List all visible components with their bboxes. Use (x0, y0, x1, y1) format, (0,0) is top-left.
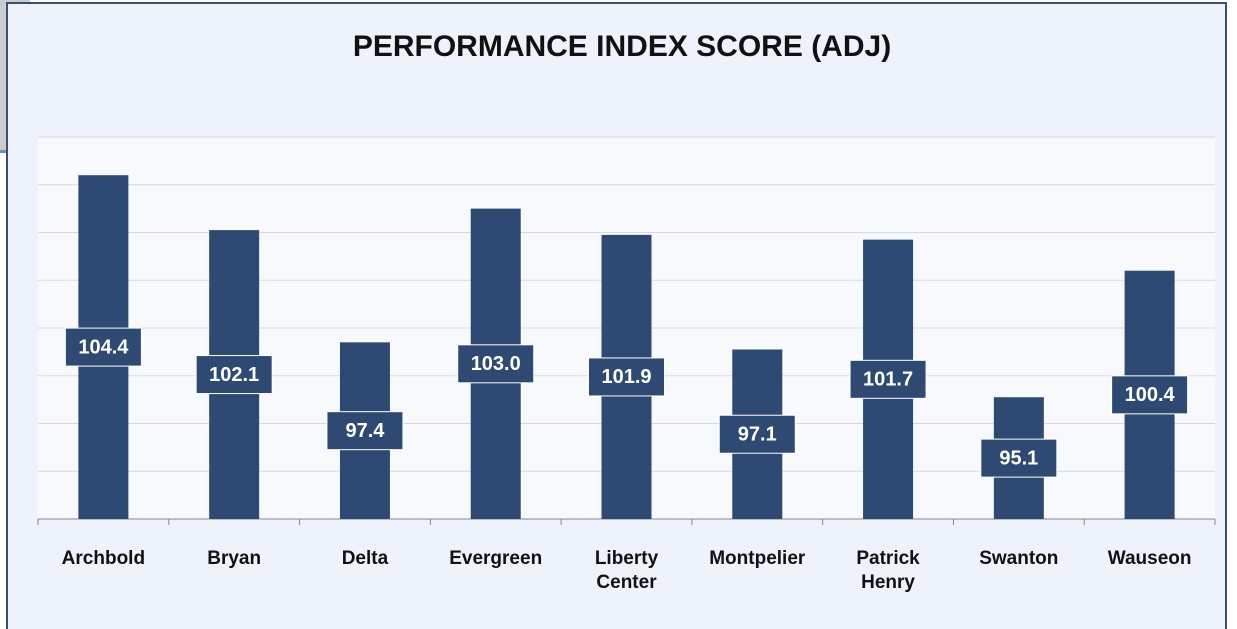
data-label: 104.4 (78, 336, 129, 358)
x-tick-label: Delta (341, 548, 389, 569)
data-label: 101.9 (601, 366, 651, 388)
x-tick-label: Patrick Henry (856, 548, 920, 593)
data-label-box (849, 359, 927, 399)
x-tick-label: Evergreen (449, 548, 543, 569)
data-label-box (326, 411, 404, 451)
data-label-box (195, 355, 273, 395)
data-label: 97.4 (345, 420, 385, 442)
data-label-box (1111, 375, 1189, 415)
data-label: 95.1 (999, 447, 1038, 469)
data-label-box (588, 357, 665, 397)
x-tick-label: Montpelier (709, 548, 806, 569)
x-tick-label: Archbold (61, 548, 146, 569)
x-tick-label: Bryan (207, 548, 262, 569)
data-label-box (980, 438, 1058, 478)
data-label-box (718, 414, 796, 454)
data-label: 103.0 (471, 353, 521, 375)
data-label: 100.4 (1125, 384, 1176, 406)
x-tick-label: Wauseon (1107, 548, 1192, 569)
x-tick-label: Swanton (979, 548, 1059, 569)
data-label: 102.1 (209, 364, 259, 386)
x-tick-label: Liberty Center (594, 548, 659, 593)
data-label-box (64, 327, 142, 367)
data-label: 97.1 (738, 424, 777, 446)
chart-title: PERFORMANCE INDEX SCORE (ADJ) (353, 30, 891, 63)
data-label: 101.7 (863, 369, 913, 391)
data-label-box (457, 344, 535, 384)
